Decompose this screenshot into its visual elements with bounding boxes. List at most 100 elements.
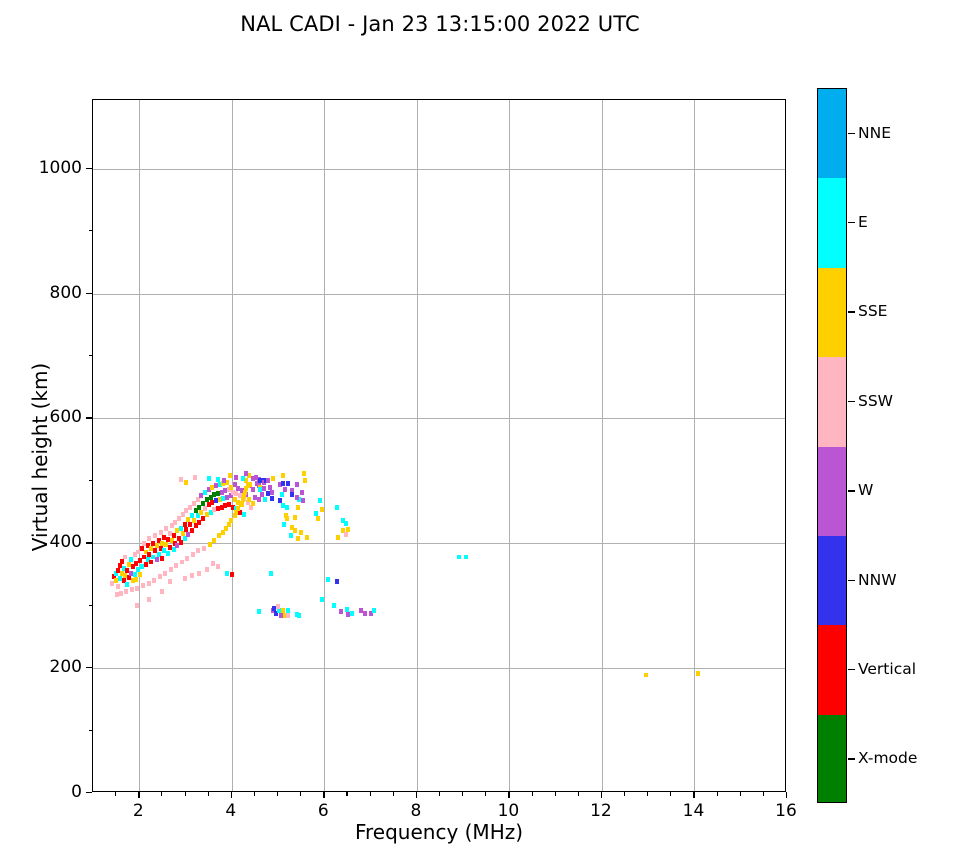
data-point (184, 479, 189, 485)
data-point (256, 497, 261, 503)
data-point (128, 557, 133, 562)
data-point (295, 482, 300, 488)
data-point (208, 509, 213, 515)
data-point (141, 540, 146, 546)
data-point (169, 538, 174, 544)
data-point (112, 573, 117, 579)
data-point (289, 533, 294, 539)
data-point (228, 484, 233, 490)
y-tick-mark (86, 542, 92, 544)
data-point (336, 534, 341, 540)
data-point (165, 550, 170, 556)
data-point (115, 567, 120, 573)
data-point (162, 548, 167, 554)
data-point (227, 487, 232, 493)
data-point (292, 528, 297, 534)
data-point (289, 492, 294, 498)
gridline-horizontal (93, 543, 785, 545)
colorbar[interactable] (817, 88, 847, 803)
data-point (175, 543, 180, 549)
x-tick-mark (415, 792, 418, 798)
data-point (350, 610, 355, 616)
data-point (191, 500, 196, 506)
data-point (158, 545, 163, 551)
x-tick-label: 16 (775, 801, 797, 821)
data-point (195, 513, 200, 519)
data-point (178, 539, 183, 545)
data-point (265, 478, 270, 484)
data-point (248, 482, 253, 488)
data-point (217, 497, 222, 503)
data-point (136, 566, 141, 572)
data-point (152, 578, 157, 584)
data-point (215, 490, 220, 496)
data-point (256, 609, 261, 615)
data-point (301, 470, 306, 476)
data-point (280, 608, 285, 614)
data-point (129, 586, 134, 592)
data-point (302, 478, 307, 484)
x-tick-label: 8 (410, 801, 422, 821)
data-point (300, 489, 305, 495)
y-tick-mark (86, 792, 92, 794)
data-point (143, 549, 148, 555)
data-point (154, 543, 159, 549)
data-point (227, 473, 232, 479)
data-point (208, 494, 213, 500)
data-point (136, 549, 141, 555)
y-tick-minor (88, 604, 92, 606)
y-tick-minor (88, 230, 92, 232)
data-point (141, 554, 146, 560)
data-point (190, 573, 194, 579)
colorbar-segment (818, 535, 846, 626)
data-point (140, 545, 145, 551)
data-point (184, 508, 189, 514)
colorbar-label: X-mode (858, 749, 918, 768)
data-point (188, 504, 193, 510)
data-point (335, 504, 340, 510)
data-point (263, 497, 268, 503)
x-tick-minor (624, 792, 626, 796)
data-point (121, 565, 126, 571)
data-point (221, 495, 226, 501)
data-point (215, 505, 220, 511)
data-point (346, 611, 351, 617)
data-point (186, 532, 191, 538)
data-point (151, 554, 156, 560)
data-point (299, 529, 304, 535)
x-tick-minor (346, 792, 348, 796)
data-point (152, 533, 157, 539)
data-point (219, 489, 224, 495)
data-point (368, 610, 373, 616)
plot-area (92, 99, 786, 792)
data-point (175, 528, 180, 534)
y-tick-minor (88, 729, 92, 731)
data-point (197, 570, 202, 576)
data-point (158, 529, 163, 535)
data-point (190, 528, 194, 534)
x-tick-minor (485, 792, 487, 796)
data-point (135, 603, 140, 609)
data-point (372, 608, 377, 614)
data-point (284, 513, 289, 519)
colorbar-segment (818, 267, 846, 358)
data-point (285, 515, 290, 521)
data-point (317, 498, 322, 504)
x-tick-minor (462, 792, 464, 796)
data-point (240, 497, 245, 503)
data-point (119, 558, 124, 564)
data-point (130, 578, 135, 584)
data-point (199, 493, 204, 499)
x-tick-minor (762, 792, 764, 796)
data-point (265, 490, 270, 496)
data-point (281, 522, 286, 528)
x-tick-minor (161, 792, 163, 796)
data-point (234, 490, 239, 496)
y-tick-mark (86, 292, 92, 294)
data-point (206, 487, 211, 493)
data-point (258, 484, 263, 490)
colorbar-segment (818, 625, 846, 716)
data-point (204, 566, 209, 572)
data-point (363, 610, 368, 616)
